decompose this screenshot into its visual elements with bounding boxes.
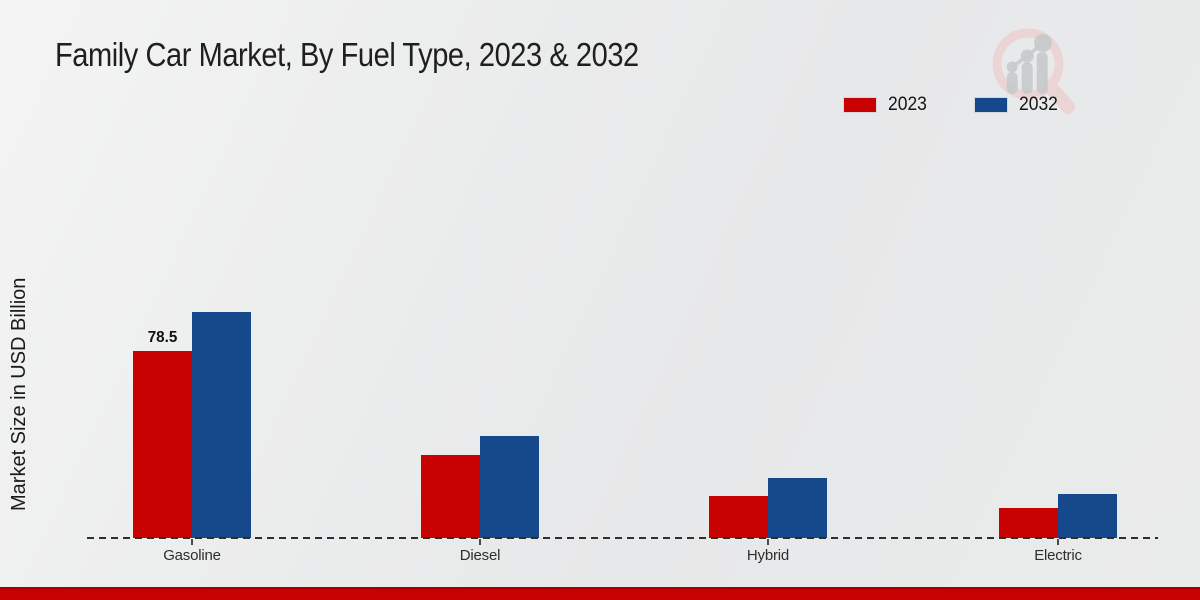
axis-tick-gasoline bbox=[191, 539, 193, 545]
axis-tick-hybrid bbox=[767, 539, 769, 545]
bar-2023-diesel bbox=[421, 455, 480, 538]
category-label-electric: Electric bbox=[1034, 547, 1082, 564]
legend-swatch-2023 bbox=[843, 97, 877, 113]
bar-2032-hybrid bbox=[768, 478, 827, 538]
chart-title: Family Car Market, By Fuel Type, 2023 & … bbox=[55, 36, 639, 73]
legend-label-2023: 2023 bbox=[888, 94, 927, 115]
x-axis-baseline bbox=[87, 537, 1158, 539]
bar-2023-electric bbox=[999, 508, 1058, 538]
bar-2032-gasoline bbox=[192, 312, 251, 538]
legend-swatch-2032 bbox=[974, 97, 1009, 113]
legend-item-2023: 2023 bbox=[843, 94, 930, 116]
bar-value-label-2023-gasoline: 78.5 bbox=[147, 329, 178, 346]
bar-2023-gasoline bbox=[133, 351, 192, 538]
magnifier-bar-chart-logo-icon bbox=[992, 28, 1075, 114]
category-label-diesel: Diesel bbox=[459, 547, 501, 564]
bar-2032-diesel bbox=[480, 436, 539, 538]
bar-2032-electric bbox=[1058, 494, 1117, 538]
axis-tick-electric bbox=[1057, 539, 1059, 545]
bar-2023-hybrid bbox=[709, 496, 768, 538]
legend: 2023 2032 bbox=[843, 94, 1062, 116]
category-label-hybrid: Hybrid bbox=[746, 547, 790, 564]
brand-footer-bar bbox=[0, 587, 1200, 600]
axis-tick-diesel bbox=[479, 539, 481, 545]
legend-item-2032: 2032 bbox=[974, 94, 1061, 116]
category-label-gasoline: Gasoline bbox=[163, 547, 221, 564]
legend-label-2032: 2032 bbox=[1019, 94, 1059, 115]
